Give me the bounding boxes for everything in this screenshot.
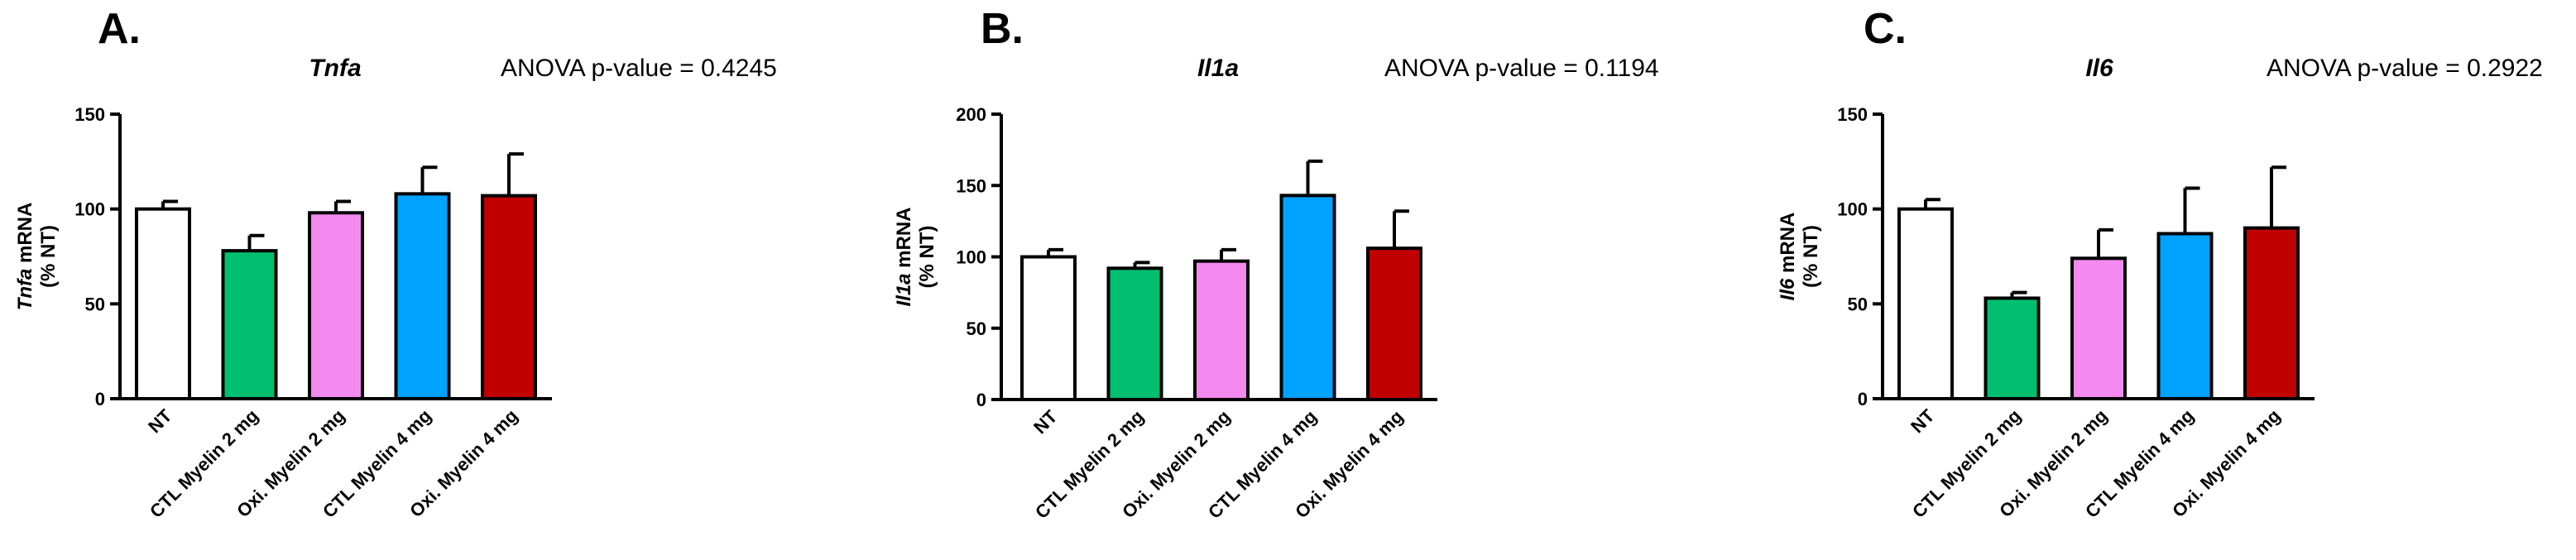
chart-title: Tnfa [309, 55, 361, 82]
bar [1984, 296, 2041, 401]
y-tick-label: 50 [85, 294, 105, 314]
y-tick-label: 150 [1837, 104, 1868, 125]
y-tick-label: 0 [95, 389, 105, 409]
bar [2156, 232, 2214, 401]
bar [221, 249, 278, 400]
y-tick-label: 100 [1837, 199, 1868, 220]
y-tick-label: 100 [956, 247, 986, 268]
bar [481, 194, 537, 400]
bar [1106, 266, 1163, 401]
panel-2: B. Il1a ANOVA p-value = 0.1194 0 50 100 150 200… [893, 5, 1659, 523]
bar [308, 211, 364, 400]
bar [135, 207, 191, 400]
x-tick-label: NT [144, 404, 176, 437]
anova-annotation: ANOVA p-value = 0.4245 [501, 55, 777, 82]
y-tick-label: 200 [956, 104, 986, 125]
bar [1279, 194, 1336, 401]
anova-annotation: ANOVA p-value = 0.2922 [2267, 55, 2543, 82]
bar [1020, 255, 1077, 401]
bar [2243, 226, 2300, 400]
y-tick-label: 50 [967, 318, 986, 339]
y-tick-label: 0 [976, 390, 986, 410]
anova-annotation: ANOVA p-value = 0.1194 [1384, 55, 1659, 82]
panel-3: C. Il6 ANOVA p-value = 0.2922 0 50 100 150 Il6 … [1777, 5, 2543, 522]
panel-1: A. Tnfa ANOVA p-value = 0.4245 0 50 100 150 Tnf… [14, 5, 777, 522]
y-tick-label: 0 [1858, 389, 1868, 409]
y-tick-label: 100 [74, 199, 105, 220]
y-tick-label: 150 [956, 175, 986, 196]
y-axis-label: Tnfa mRNA(% NT) [14, 203, 60, 311]
panel-label: A. [98, 5, 141, 53]
y-tick-label: 150 [74, 104, 105, 125]
panel-label: C. [1864, 5, 1907, 53]
y-tick-label: 50 [1848, 294, 1868, 314]
bar [1897, 207, 1954, 400]
y-axis-label: Il6 mRNA(% NT) [1777, 213, 1822, 301]
bar [1366, 246, 1422, 401]
y-axis-label: Il1a mRNA(% NT) [893, 207, 938, 306]
x-tick-label: NT [1907, 404, 1939, 437]
panel-label: B. [981, 5, 1024, 53]
chart-title: Il6 [2085, 55, 2113, 82]
x-tick-label: NT [1029, 405, 1062, 438]
bar [394, 192, 451, 400]
bar [2070, 256, 2127, 400]
chart-title: Il1a [1197, 55, 1239, 82]
bar [1193, 259, 1250, 401]
